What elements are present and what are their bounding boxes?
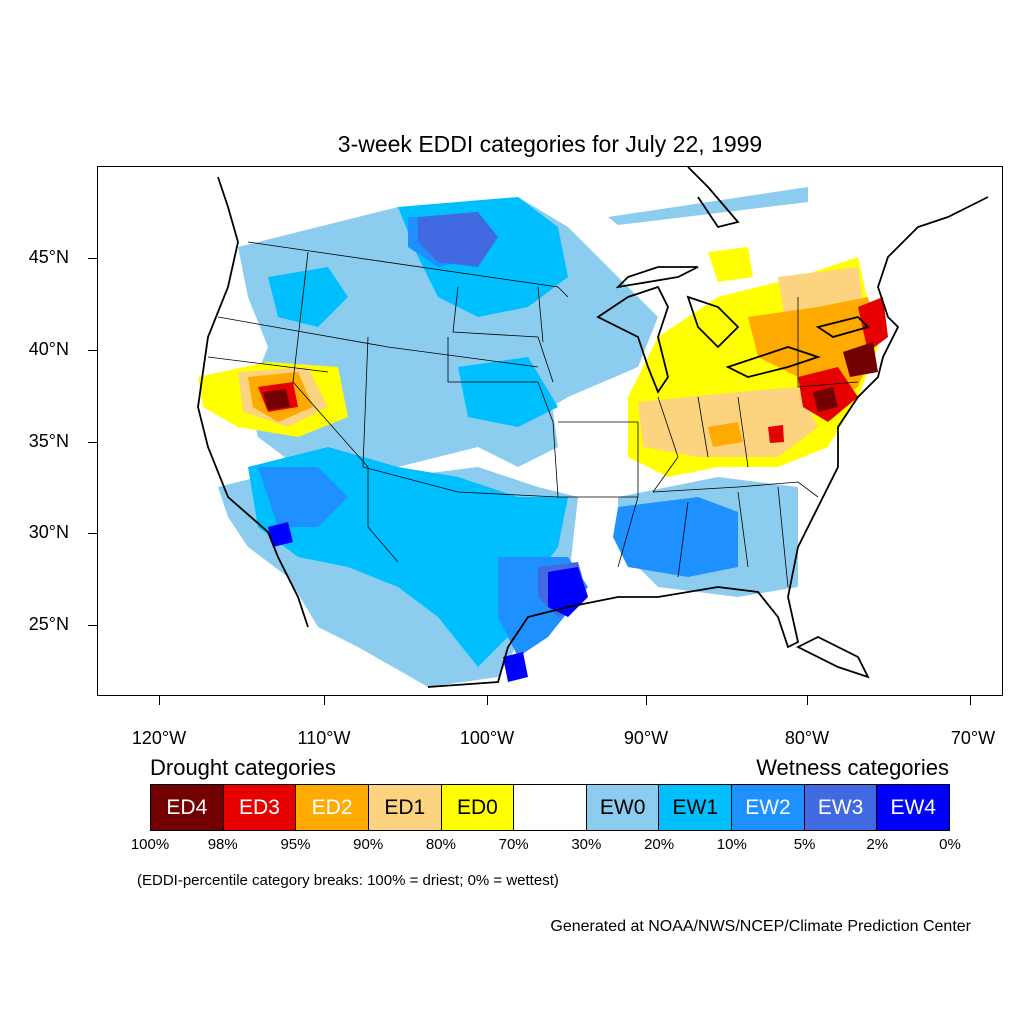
lat-tick — [88, 350, 97, 351]
legend-cell-ed3: ED3 — [223, 785, 297, 830]
lon-tick — [324, 696, 325, 705]
wetness-categories-heading: Wetness categories — [756, 755, 949, 780]
break-label: 95% — [280, 836, 311, 853]
legend-cell-neutral — [514, 785, 587, 830]
break-label: 90% — [353, 836, 384, 853]
lon-label-120: 120°W — [131, 728, 187, 748]
break-label: 10% — [716, 836, 747, 853]
lon-tick — [487, 696, 488, 705]
break-label: 5% — [793, 836, 816, 853]
legend-cell-ew0: EW0 — [586, 785, 660, 830]
lat-tick — [88, 533, 97, 534]
legend-cell-ed2: ED2 — [296, 785, 369, 830]
break-label: 0% — [939, 836, 961, 853]
category-break-note: (EDDI-percentile category breaks: 100% =… — [137, 872, 559, 889]
break-label: 30% — [571, 836, 602, 853]
legend-cell-ew1: EW1 — [659, 785, 733, 830]
coastlines — [197, 167, 989, 688]
lon-label-90: 90°W — [623, 728, 669, 748]
lat-label-35: 35°N — [28, 431, 69, 451]
legend-cell-ew3: EW3 — [804, 785, 878, 830]
legend-cell-ew2: EW2 — [732, 785, 805, 830]
lat-tick — [88, 442, 97, 443]
map-title: 3-week EDDI categories for July 22, 1999 — [337, 131, 763, 157]
break-label: 100% — [130, 836, 170, 853]
break-label: 70% — [498, 836, 529, 853]
lon-label-80: 80°W — [784, 728, 830, 748]
boundary-lines — [207, 241, 859, 588]
break-label: 20% — [644, 836, 675, 853]
category-color-bar: ED4 ED3 ED2 ED1 ED0 EW0 EW1 EW2 EW3 EW4 — [150, 784, 950, 831]
lon-tick — [159, 696, 160, 705]
drought-categories-heading: Drought categories — [150, 755, 336, 780]
credit-line: Generated at NOAA/NWS/NCEP/Climate Predi… — [550, 918, 971, 935]
lon-label-70: 70°W — [950, 728, 996, 748]
lon-label-110: 110°W — [297, 728, 351, 748]
lon-tick — [970, 696, 971, 705]
lat-label-40: 40°N — [28, 339, 69, 359]
lat-tick — [88, 625, 97, 626]
lon-label-100: 100°W — [459, 728, 515, 748]
map-canvas — [197, 167, 989, 688]
lat-tick — [88, 258, 97, 259]
lat-label-45: 45°N — [28, 247, 69, 267]
lat-label-25: 25°N — [28, 614, 69, 634]
lat-label-30: 30°N — [28, 522, 69, 542]
eddi-map — [97, 166, 1003, 696]
legend-cell-ed1: ED1 — [368, 785, 442, 830]
legend-cell-ew4: EW4 — [877, 785, 950, 830]
break-label: 98% — [207, 836, 238, 853]
legend-cell-ed0: ED0 — [441, 785, 515, 830]
lon-tick — [646, 696, 647, 705]
drought-ed4-regions — [263, 342, 878, 412]
legend-cell-ed4: ED4 — [151, 785, 224, 830]
lon-tick — [807, 696, 808, 705]
break-label: 2% — [866, 836, 889, 853]
break-label: 80% — [425, 836, 456, 853]
